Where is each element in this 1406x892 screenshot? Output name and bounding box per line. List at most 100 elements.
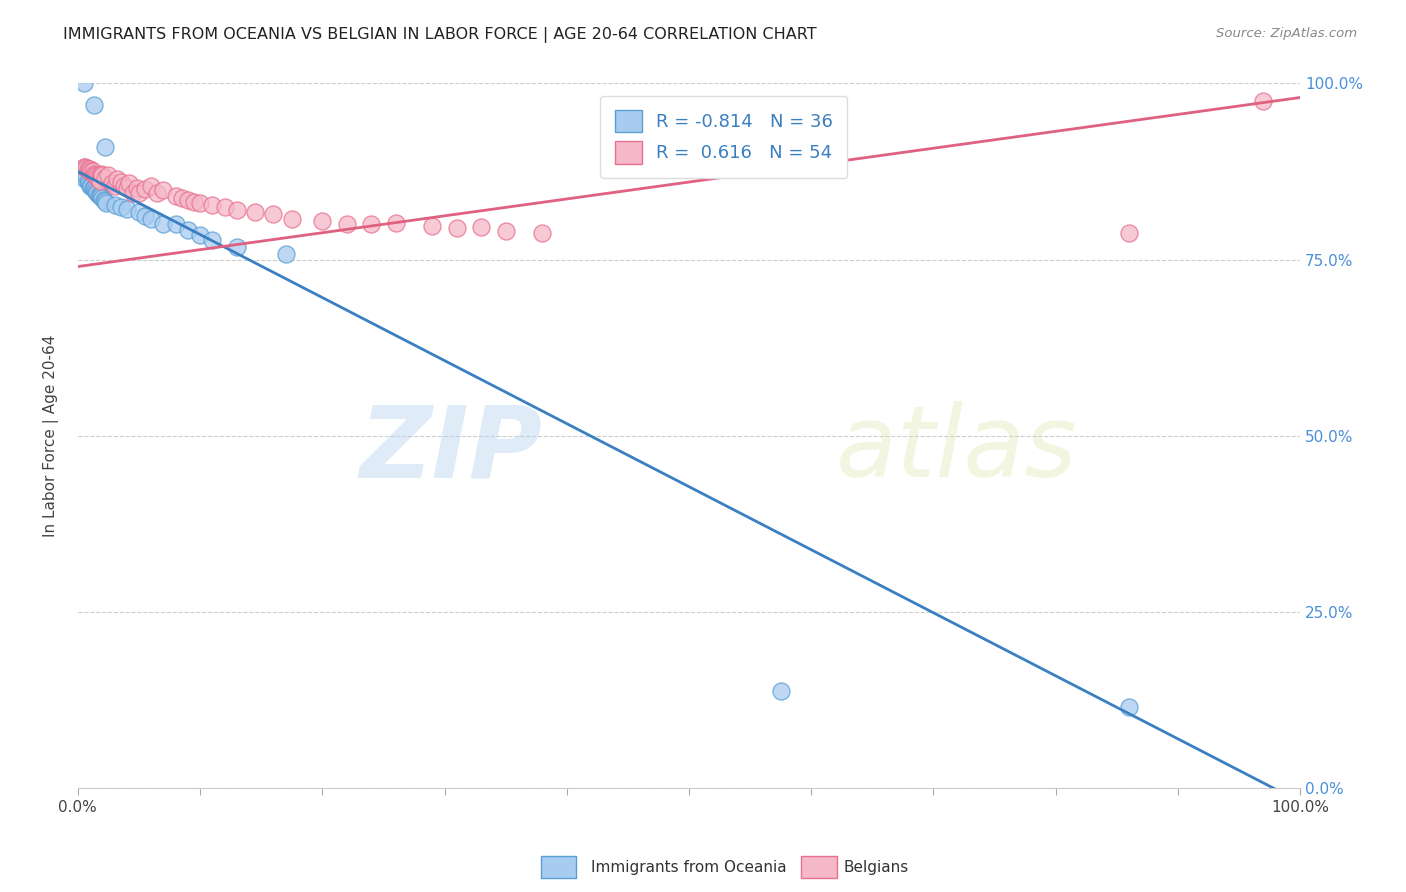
Text: IMMIGRANTS FROM OCEANIA VS BELGIAN IN LABOR FORCE | AGE 20-64 CORRELATION CHART: IMMIGRANTS FROM OCEANIA VS BELGIAN IN LA… xyxy=(63,27,817,43)
Point xyxy=(262,207,284,221)
Point xyxy=(170,190,193,204)
Point xyxy=(94,194,117,208)
Point xyxy=(94,170,117,185)
Point xyxy=(446,220,468,235)
Point xyxy=(141,178,163,193)
Point xyxy=(94,140,117,154)
Point xyxy=(201,197,224,211)
Point xyxy=(128,204,150,219)
Point xyxy=(152,217,174,231)
Point xyxy=(134,209,156,223)
Point xyxy=(336,217,359,231)
Point xyxy=(80,178,103,193)
Point xyxy=(83,167,105,181)
Point xyxy=(103,178,125,193)
Point xyxy=(75,160,97,174)
Point xyxy=(134,182,156,196)
Point xyxy=(89,174,111,188)
Point xyxy=(79,178,101,193)
Point xyxy=(274,247,297,261)
Point xyxy=(495,224,517,238)
Point xyxy=(91,168,114,182)
Point xyxy=(75,169,97,184)
Point xyxy=(105,171,128,186)
Point xyxy=(118,177,141,191)
Point xyxy=(90,189,112,203)
Point xyxy=(77,163,100,178)
Point xyxy=(91,190,114,204)
Point xyxy=(243,204,266,219)
Point xyxy=(165,189,187,203)
Point xyxy=(86,170,108,185)
Point xyxy=(146,186,169,200)
Point xyxy=(1118,226,1140,240)
Point xyxy=(225,203,247,218)
Point xyxy=(115,180,138,194)
Point xyxy=(531,226,554,240)
Point xyxy=(152,184,174,198)
Point xyxy=(80,164,103,178)
Point xyxy=(201,233,224,247)
Point xyxy=(360,217,382,231)
Point xyxy=(188,196,211,211)
Point xyxy=(86,186,108,200)
Point xyxy=(83,180,105,194)
Point xyxy=(84,184,107,198)
Point xyxy=(470,220,492,235)
Point xyxy=(93,193,115,207)
Point xyxy=(75,161,97,175)
Point xyxy=(281,211,304,226)
Point xyxy=(75,171,97,186)
Point xyxy=(84,168,107,182)
Point xyxy=(77,177,100,191)
Point xyxy=(82,164,104,178)
FancyBboxPatch shape xyxy=(801,856,837,878)
Point xyxy=(87,172,110,186)
Text: Immigrants from Oceania: Immigrants from Oceania xyxy=(591,860,786,874)
Point xyxy=(79,162,101,177)
Point xyxy=(97,168,120,182)
Point xyxy=(1118,699,1140,714)
Point xyxy=(183,194,205,209)
Point xyxy=(110,200,132,214)
Point xyxy=(165,217,187,231)
Point xyxy=(84,185,107,199)
Text: Source: ZipAtlas.com: Source: ZipAtlas.com xyxy=(1216,27,1357,40)
Point xyxy=(177,193,200,207)
Point xyxy=(769,683,792,698)
FancyBboxPatch shape xyxy=(541,856,576,878)
Point xyxy=(76,162,98,177)
Point xyxy=(76,174,98,188)
Point xyxy=(73,160,96,174)
Point xyxy=(84,169,107,183)
Point xyxy=(121,186,143,200)
Point xyxy=(82,180,104,194)
Point xyxy=(110,175,132,189)
Legend: R = -0.814   N = 36, R =  0.616   N = 54: R = -0.814 N = 36, R = 0.616 N = 54 xyxy=(600,96,848,178)
Point xyxy=(420,219,443,233)
Point xyxy=(83,97,105,112)
Point xyxy=(214,200,236,214)
Point xyxy=(188,227,211,242)
Point xyxy=(112,178,135,193)
Point xyxy=(101,177,124,191)
Point xyxy=(73,77,96,91)
Text: ZIP: ZIP xyxy=(360,401,543,499)
Point xyxy=(89,189,111,203)
Point xyxy=(125,180,148,194)
Point xyxy=(103,197,125,211)
Point xyxy=(141,211,163,226)
Point xyxy=(177,223,200,237)
Point xyxy=(128,186,150,200)
Point xyxy=(311,214,333,228)
Text: atlas: atlas xyxy=(835,401,1077,499)
Y-axis label: In Labor Force | Age 20-64: In Labor Force | Age 20-64 xyxy=(44,334,59,537)
Point xyxy=(94,196,117,211)
Text: Belgians: Belgians xyxy=(844,860,908,874)
Point xyxy=(225,240,247,254)
Point xyxy=(115,202,138,216)
Point xyxy=(87,187,110,202)
Point xyxy=(90,167,112,181)
Point xyxy=(384,216,406,230)
Point xyxy=(1253,94,1275,108)
